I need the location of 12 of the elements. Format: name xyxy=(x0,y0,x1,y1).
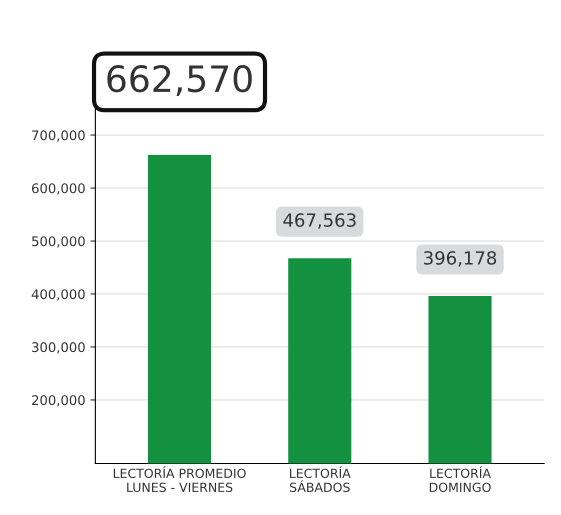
x-tick-label: LECTORÍA PROMEDIO LUNES - VIERNES xyxy=(114,466,246,492)
x-tick-label: LECTORÍA DOMINGO xyxy=(430,466,491,492)
y-tick-label: 700,000 xyxy=(32,130,85,142)
data-label: 396,178 xyxy=(424,251,496,267)
y-tick-label: 300,000 xyxy=(32,342,85,354)
data-label: 467,563 xyxy=(283,213,356,229)
y-tick-label: 500,000 xyxy=(32,236,85,248)
y-tick-label: 400,000 xyxy=(32,289,85,301)
y-tick-label: 600,000 xyxy=(32,183,85,195)
y-tick-label: 200,000 xyxy=(32,395,85,406)
x-tick-label: LECTORÍA SÁBADOS xyxy=(290,466,351,492)
data-label: 662,570 xyxy=(107,65,252,96)
